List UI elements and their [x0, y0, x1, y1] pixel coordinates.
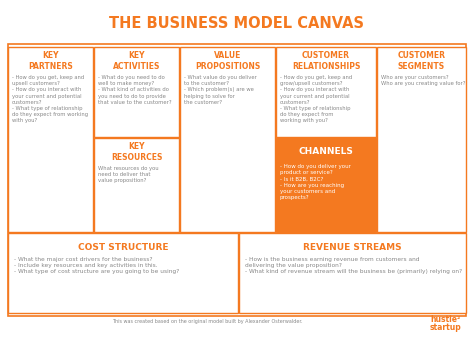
- Bar: [94, 138, 179, 232]
- Bar: [180, 47, 275, 232]
- Text: hustle²: hustle²: [431, 314, 461, 323]
- Text: - What the major cost drivers for the business?
- Include key resources and key : - What the major cost drivers for the bu…: [14, 257, 179, 274]
- Text: CUSTOMER
SEGMENTS: CUSTOMER SEGMENTS: [398, 51, 446, 71]
- Bar: [239, 233, 466, 313]
- Bar: [276, 138, 376, 232]
- Bar: [8, 44, 466, 316]
- Bar: [8, 233, 238, 313]
- Bar: [94, 47, 179, 137]
- Text: - How is the business earning revenue from customers and
delivering the value pr: - How is the business earning revenue fr…: [245, 257, 462, 274]
- Text: - What do you need to do
well to make money?
- What kind of activities do
you ne: - What do you need to do well to make mo…: [98, 75, 172, 105]
- Text: COST STRUCTURE: COST STRUCTURE: [78, 242, 168, 251]
- Text: What resources do you
need to deliver that
value proposition?: What resources do you need to deliver th…: [98, 166, 159, 184]
- Text: KEY
PARTNERS: KEY PARTNERS: [28, 51, 73, 71]
- Text: startup: startup: [430, 323, 462, 333]
- Text: - How do you get, keep and
grow/upsell customers?
- How do you interact with
you: - How do you get, keep and grow/upsell c…: [280, 75, 352, 123]
- Text: - How do you deliver your
product or service?
- Is it B2B, B2C?
- How are you re: - How do you deliver your product or ser…: [280, 164, 351, 200]
- Bar: [8, 47, 93, 232]
- Text: CHANNELS: CHANNELS: [299, 147, 354, 156]
- Text: This was created based on the original model built by Alexander Osterwalder.: This was created based on the original m…: [112, 319, 302, 324]
- Text: - What value do you deliver
to the customer?
- Which problem(s) are we
helping t: - What value do you deliver to the custo…: [184, 75, 257, 105]
- Text: THE BUSINESS MODEL CANVAS: THE BUSINESS MODEL CANVAS: [109, 17, 365, 31]
- Text: REVENUE STREAMS: REVENUE STREAMS: [303, 242, 402, 251]
- Text: - How do you get, keep and
upsell customers?
- How do you interact with
your cur: - How do you get, keep and upsell custom…: [12, 75, 88, 123]
- Bar: [276, 47, 376, 137]
- Text: Who are your customers?
Who are you creating value for?: Who are your customers? Who are you crea…: [381, 75, 465, 86]
- Text: KEY
RESOURCES: KEY RESOURCES: [111, 142, 162, 162]
- Text: CUSTOMER
RELATIONSHIPS: CUSTOMER RELATIONSHIPS: [292, 51, 360, 71]
- Bar: [377, 47, 466, 232]
- Text: VALUE
PROPOSITIONS: VALUE PROPOSITIONS: [195, 51, 260, 71]
- Text: KEY
ACTIVITIES: KEY ACTIVITIES: [113, 51, 160, 71]
